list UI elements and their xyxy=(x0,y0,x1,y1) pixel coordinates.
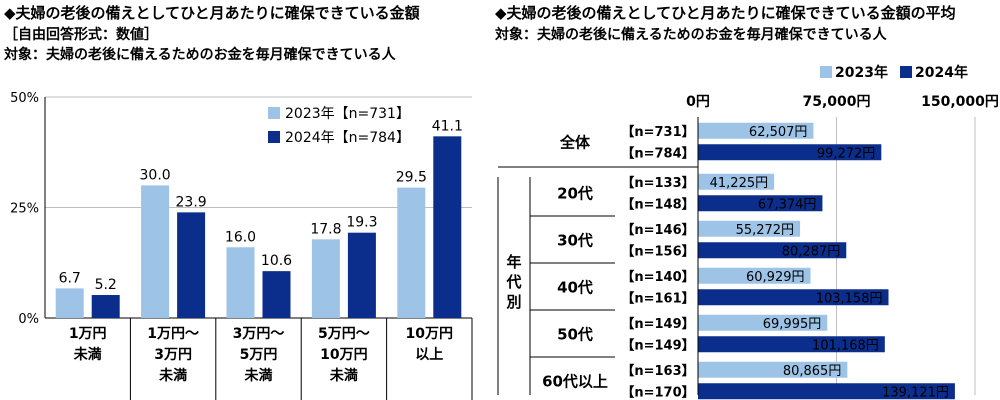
bar-2023 xyxy=(698,122,814,139)
side-label-char: 年 xyxy=(506,253,521,271)
n-label: 【n=784】 xyxy=(621,145,694,161)
data-label: 17.8 xyxy=(310,221,341,237)
bar-2023 xyxy=(311,239,340,318)
data-label: 16.0 xyxy=(225,229,256,245)
bar-2023 xyxy=(698,361,848,378)
x-category-label: 以上 xyxy=(415,347,443,363)
data-label: 67,374円 xyxy=(758,197,817,212)
legend-swatch xyxy=(820,66,832,78)
x-category-label: 10万円 xyxy=(320,347,367,363)
bar-2023 xyxy=(698,314,828,331)
bar-2023 xyxy=(141,185,170,318)
data-label: 6.7 xyxy=(59,270,81,286)
data-label: 62,507円 xyxy=(749,125,808,140)
group-label: 50代 xyxy=(557,326,593,344)
side-label-char: 別 xyxy=(505,293,521,311)
y-tick-label: 0% xyxy=(18,312,39,327)
data-label: 10.6 xyxy=(261,253,292,269)
bar-2023 xyxy=(698,220,801,237)
bar-2024 xyxy=(262,271,291,318)
right-chart-subject: 対象：夫婦の老後に備えるためのお金を毎月確保できている人 xyxy=(495,27,887,43)
bar-2024 xyxy=(698,336,885,353)
data-label: 60,929円 xyxy=(746,270,805,285)
legend-label: 2024年【n=784】 xyxy=(285,130,410,146)
data-label: 19.3 xyxy=(346,215,377,231)
data-label: 29.5 xyxy=(396,170,427,186)
data-label: 41.1 xyxy=(432,118,463,134)
data-label: 101,168円 xyxy=(812,338,879,353)
bar-2024 xyxy=(177,212,206,318)
x-category-label: 3万円 xyxy=(154,347,192,363)
data-label: 139,121円 xyxy=(882,385,949,400)
side-label-char: 代 xyxy=(505,273,521,291)
data-label: 41,225円 xyxy=(710,176,769,191)
group-label: 20代 xyxy=(557,185,593,203)
bar-2023 xyxy=(55,288,84,318)
data-label: 69,995円 xyxy=(763,317,822,332)
x-tick-label: 0円 xyxy=(686,94,710,110)
n-label: 【n=148】 xyxy=(621,196,694,212)
data-label: 80,287円 xyxy=(782,244,841,259)
n-label: 【n=149】 xyxy=(621,316,694,332)
legend-swatch xyxy=(268,107,280,119)
right-bar-chart: 2023年 2024年 0円 75,000円 150,000円【n=731】 62,507… xyxy=(497,64,999,400)
x-tick-label: 150,000円 xyxy=(921,94,999,110)
x-category-label: 未満 xyxy=(159,367,187,384)
group-label: 全体 xyxy=(559,134,591,152)
bar-2024 xyxy=(698,144,882,161)
left-chart-subject: 対象：夫婦の老後に備えるためのお金を毎月確保できている人 xyxy=(4,47,396,63)
bar-2024 xyxy=(698,195,823,212)
data-label: 103,158円 xyxy=(816,291,883,306)
n-label: 【n=731】 xyxy=(621,124,694,140)
bar-2023 xyxy=(397,187,426,318)
n-label: 【n=133】 xyxy=(621,175,694,191)
x-category-label: 1万円～ xyxy=(147,326,199,342)
data-label: 30.0 xyxy=(140,167,171,183)
bar-2023 xyxy=(698,173,775,190)
x-category-label: 未満 xyxy=(245,367,273,384)
legend-label: 2024年 xyxy=(915,64,968,81)
legend-swatch xyxy=(900,66,912,78)
group-label: 40代 xyxy=(557,279,593,297)
data-label: 55,272円 xyxy=(736,223,795,238)
x-category-label: 10万円 xyxy=(406,326,453,342)
n-label: 【n=146】 xyxy=(621,222,694,238)
x-category-label: 5万円 xyxy=(240,347,278,363)
bar-2024 xyxy=(347,232,376,318)
bar-2024 xyxy=(698,383,955,400)
x-category-label: 5万円～ xyxy=(318,326,370,342)
right-chart-title: ◆夫婦の老後の備えとしてひと月あたりに確保できている金額の平均 xyxy=(495,4,956,22)
bar-2024 xyxy=(433,136,462,318)
x-category-label: 3万円～ xyxy=(233,326,285,342)
x-tick-label: 75,000円 xyxy=(802,94,870,110)
n-label: 【n=156】 xyxy=(621,243,694,259)
n-label: 【n=163】 xyxy=(621,363,694,379)
legend-label: 2023年【n=731】 xyxy=(285,106,410,122)
bar-2023 xyxy=(698,267,811,284)
legend-label: 2023年 xyxy=(835,64,888,81)
n-label: 【n=170】 xyxy=(621,384,694,400)
data-label: 80,865円 xyxy=(783,364,842,379)
bar-2024 xyxy=(698,242,847,259)
x-category-label: 1万円 xyxy=(69,326,107,342)
group-label: 60代以上 xyxy=(542,373,608,391)
data-label: 99,272円 xyxy=(817,146,876,161)
y-tick-label: 50% xyxy=(10,91,39,106)
legend-swatch xyxy=(268,131,280,143)
group-label: 30代 xyxy=(557,232,593,250)
data-label: 5.2 xyxy=(95,277,117,293)
bar-2023 xyxy=(226,247,255,318)
left-bar-chart: 0%25%50%6.7 5.21万円未満30.023.91万円～3万円未満16.0… xyxy=(10,91,473,400)
left-chart-title: ◆夫婦の老後の備えとしてひと月あたりに確保できている金額 xyxy=(4,4,420,22)
left-chart-format-note: ［自由回答形式：数値］ xyxy=(4,27,158,43)
x-category-label: 未満 xyxy=(330,367,358,384)
data-label: 23.9 xyxy=(176,194,207,210)
bar-2024 xyxy=(698,289,889,306)
y-tick-label: 25% xyxy=(10,202,39,217)
x-category-label: 未満 xyxy=(74,346,102,363)
n-label: 【n=161】 xyxy=(621,290,694,306)
bar-2024 xyxy=(91,295,120,318)
n-label: 【n=140】 xyxy=(621,269,694,285)
n-label: 【n=149】 xyxy=(621,337,694,353)
